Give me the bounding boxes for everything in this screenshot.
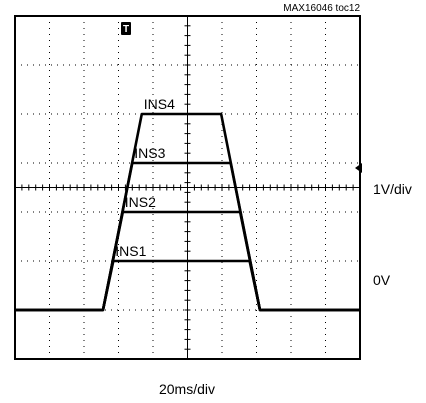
trigger-marker: T (121, 22, 131, 35)
label-ins4: INS4 (144, 96, 175, 112)
figure-id: MAX16046 toc12 (283, 3, 360, 14)
label-ins2: INS2 (125, 194, 156, 210)
grid (15, 16, 360, 359)
label-ins1: INS1 (115, 243, 146, 259)
y-scale-label: 1V/div (373, 181, 412, 197)
trigger-level-arrow-icon (355, 163, 362, 173)
series-labels: INS1 INS2 INS3 INS4 (115, 96, 175, 259)
x-scale-label: 20ms/div (159, 381, 215, 397)
trace-ins4 (15, 112, 360, 312)
traces (15, 112, 360, 312)
label-ins3: INS3 (134, 145, 165, 161)
plot-frame (14, 15, 361, 360)
trigger-marker-label: T (123, 24, 129, 35)
ground-level-label: 0V (373, 272, 391, 288)
